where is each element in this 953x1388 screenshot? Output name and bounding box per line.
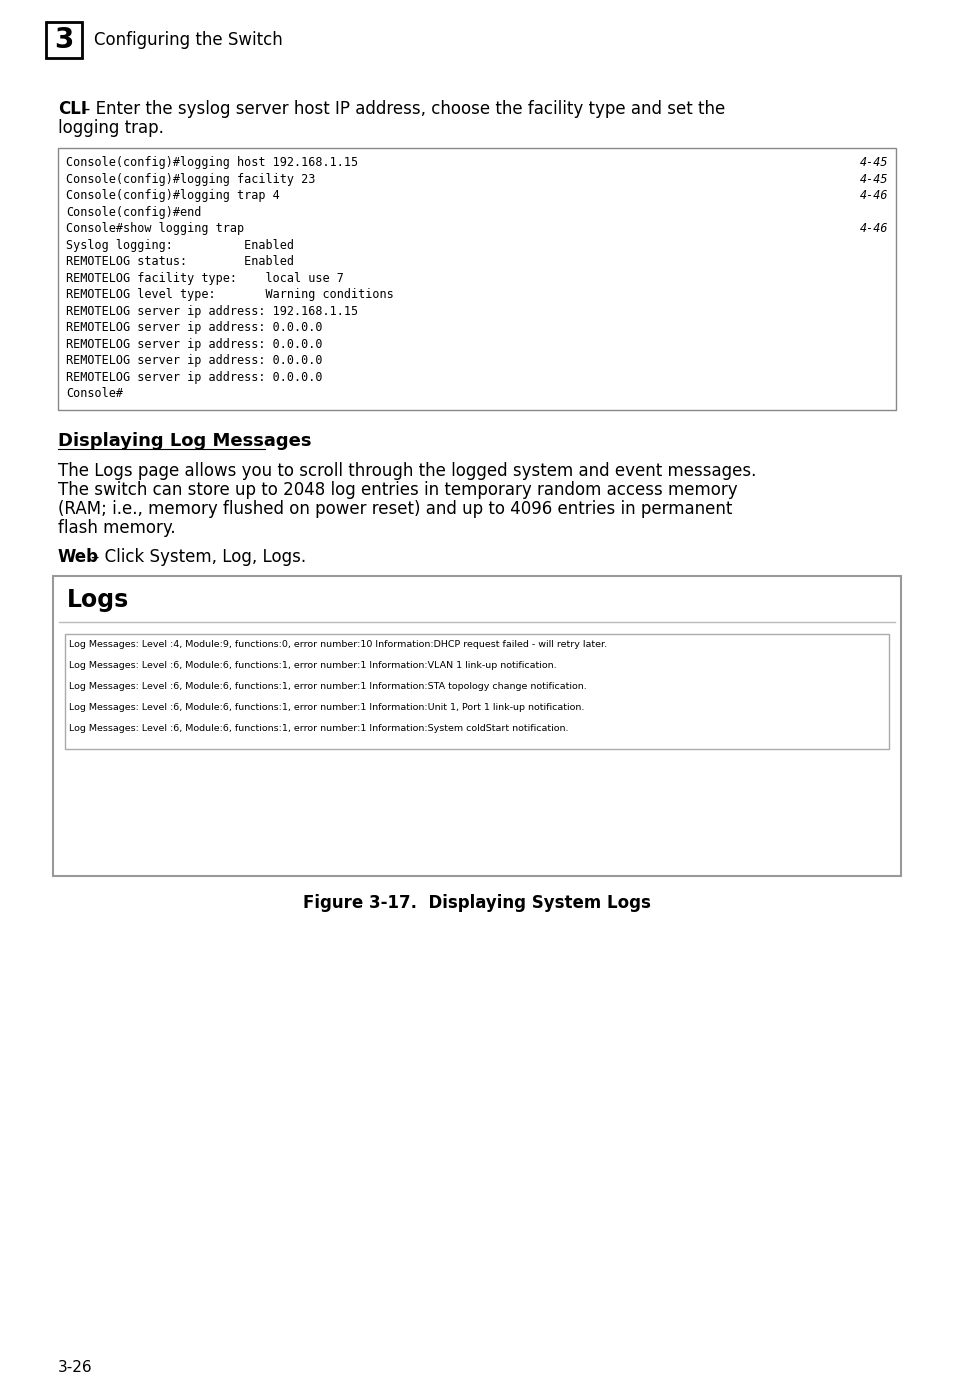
Text: 4-45: 4-45 (859, 172, 887, 186)
Text: CLI: CLI (58, 100, 87, 118)
Text: Log Messages: Level :6, Module:6, functions:1, error number:1 Information:STA to: Log Messages: Level :6, Module:6, functi… (69, 682, 586, 690)
Text: Log Messages: Level :6, Module:6, functions:1, error number:1 Information:VLAN 1: Log Messages: Level :6, Module:6, functi… (69, 661, 556, 669)
Text: Console(config)#logging trap 4: Console(config)#logging trap 4 (66, 189, 279, 203)
Text: REMOTELOG level type:       Warning conditions: REMOTELOG level type: Warning conditions (66, 287, 394, 301)
Text: REMOTELOG server ip address: 0.0.0.0: REMOTELOG server ip address: 0.0.0.0 (66, 371, 322, 383)
Text: Log Messages: Level :6, Module:6, functions:1, error number:1 Information:System: Log Messages: Level :6, Module:6, functi… (69, 723, 568, 733)
Text: REMOTELOG server ip address: 0.0.0.0: REMOTELOG server ip address: 0.0.0.0 (66, 354, 322, 366)
Text: Console(config)#logging facility 23: Console(config)#logging facility 23 (66, 172, 315, 186)
Text: Console#: Console# (66, 387, 123, 400)
Text: 3-26: 3-26 (58, 1360, 92, 1376)
Text: REMOTELOG status:        Enabled: REMOTELOG status: Enabled (66, 255, 294, 268)
Text: REMOTELOG server ip address: 192.168.1.15: REMOTELOG server ip address: 192.168.1.1… (66, 304, 357, 318)
Text: Displaying Log Messages: Displaying Log Messages (58, 432, 312, 450)
Text: The Logs page allows you to scroll through the logged system and event messages.: The Logs page allows you to scroll throu… (58, 461, 756, 479)
Text: 4-46: 4-46 (859, 222, 887, 235)
Text: logging trap.: logging trap. (58, 119, 164, 137)
Text: Log Messages: Level :6, Module:6, functions:1, error number:1 Information:Unit 1: Log Messages: Level :6, Module:6, functi… (69, 702, 584, 712)
Text: 3: 3 (54, 26, 73, 54)
Text: Configuring the Switch: Configuring the Switch (94, 31, 282, 49)
Text: Log Messages: Level :4, Module:9, functions:0, error number:10 Information:DHCP : Log Messages: Level :4, Module:9, functi… (69, 640, 606, 648)
Text: Syslog logging:          Enabled: Syslog logging: Enabled (66, 239, 294, 251)
Text: – Enter the syslog server host IP address, choose the facility type and set the: – Enter the syslog server host IP addres… (82, 100, 724, 118)
Text: 4-46: 4-46 (859, 189, 887, 203)
Text: Console#show logging trap: Console#show logging trap (66, 222, 244, 235)
Bar (58, 149, 895, 409)
Text: 4-45: 4-45 (859, 155, 887, 169)
Text: Console(config)#end: Console(config)#end (66, 205, 201, 218)
Text: REMOTELOG server ip address: 0.0.0.0: REMOTELOG server ip address: 0.0.0.0 (66, 337, 322, 351)
Text: Web: Web (58, 547, 99, 565)
Text: (RAM; i.e., memory flushed on power reset) and up to 4096 entries in permanent: (RAM; i.e., memory flushed on power rese… (58, 500, 732, 518)
Text: – Click System, Log, Logs.: – Click System, Log, Logs. (91, 547, 306, 565)
Text: flash memory.: flash memory. (58, 519, 175, 537)
Bar (53, 576, 900, 876)
Text: Figure 3-17.  Displaying System Logs: Figure 3-17. Displaying System Logs (303, 894, 650, 912)
Text: REMOTELOG server ip address: 0.0.0.0: REMOTELOG server ip address: 0.0.0.0 (66, 321, 322, 335)
Text: Logs: Logs (67, 587, 129, 612)
Text: The switch can store up to 2048 log entries in temporary random access memory: The switch can store up to 2048 log entr… (58, 480, 737, 498)
Bar (46, 22, 82, 58)
Text: Console(config)#logging host 192.168.1.15: Console(config)#logging host 192.168.1.1… (66, 155, 357, 169)
Text: REMOTELOG facility type:    local use 7: REMOTELOG facility type: local use 7 (66, 272, 343, 285)
Bar (65, 633, 888, 748)
